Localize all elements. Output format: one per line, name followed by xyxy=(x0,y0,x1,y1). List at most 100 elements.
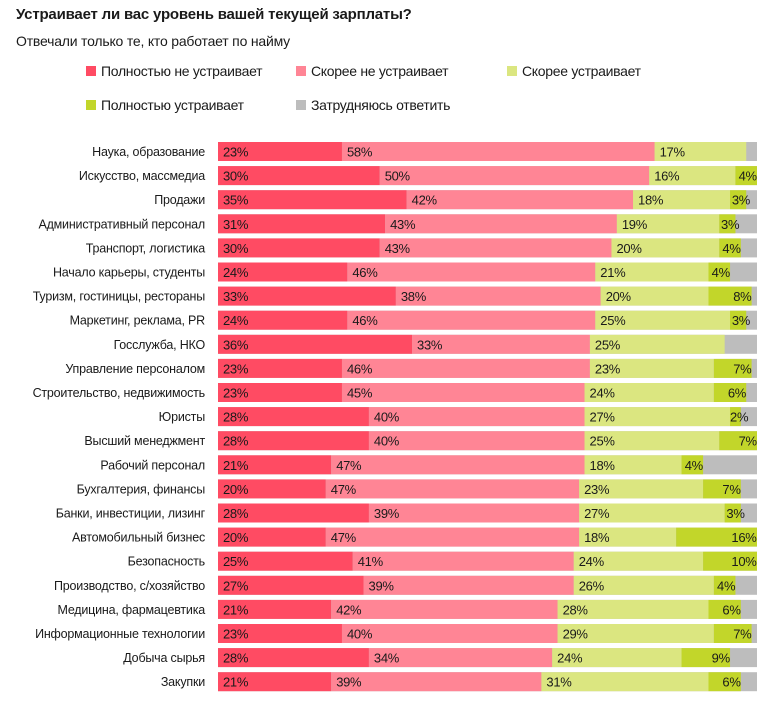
data-label: 45% xyxy=(347,386,373,401)
data-label: 28% xyxy=(223,434,249,449)
bar-segment-fully-satisfied xyxy=(735,166,757,186)
bar-segment-fully-dissatisfied xyxy=(218,310,348,330)
bar-segment-rather-dissatisfied xyxy=(352,551,574,571)
data-label: 39% xyxy=(336,675,362,690)
data-label: 16% xyxy=(731,530,757,545)
data-label: 4% xyxy=(685,458,704,473)
category-label: Медицина, фармацевтика xyxy=(57,603,205,617)
data-label: 20% xyxy=(223,482,249,497)
data-label: 30% xyxy=(223,241,249,256)
bar-segment-fully-dissatisfied xyxy=(218,334,413,354)
data-label: 39% xyxy=(374,506,400,521)
data-label: 3% xyxy=(732,313,751,328)
category-label: Закупки xyxy=(161,675,205,689)
data-label: 23% xyxy=(595,361,621,376)
bar-segment-rather-dissatisfied xyxy=(325,527,580,547)
data-label: 9% xyxy=(712,651,731,666)
data-label: 42% xyxy=(336,602,362,617)
category-label: Безопасность xyxy=(128,555,205,569)
bar-segment-rather-satisfied xyxy=(589,358,714,378)
bar-segment-fully-dissatisfied xyxy=(218,503,369,523)
bar-segment-fully-satisfied xyxy=(724,503,741,523)
data-label: 46% xyxy=(347,361,373,376)
data-label: 42% xyxy=(412,193,438,208)
data-label: 4% xyxy=(722,241,741,256)
bar-segment-rather-satisfied xyxy=(595,310,731,330)
data-label: 4% xyxy=(712,265,731,280)
bar-segment-fully-dissatisfied xyxy=(218,190,407,210)
bar-segment-fully-dissatisfied xyxy=(218,624,342,643)
data-label: 19% xyxy=(622,217,648,232)
bar-segment-rather-dissatisfied xyxy=(412,334,590,354)
bar-segment-rather-dissatisfied xyxy=(368,407,585,427)
data-label: 18% xyxy=(584,530,610,545)
bar-segment-rather-dissatisfied xyxy=(325,479,580,499)
bar-row: Закупки 21% 39% 31% 6% xyxy=(161,672,757,692)
data-label: 58% xyxy=(347,145,373,160)
bar-segment-rather-dissatisfied xyxy=(395,286,601,306)
bar-segment-rather-satisfied xyxy=(595,262,709,282)
data-label: 21% xyxy=(223,458,249,473)
bar-segment-rather-dissatisfied xyxy=(341,358,590,378)
bar-segment-rather-dissatisfied xyxy=(379,166,650,186)
data-label: 26% xyxy=(579,578,605,593)
bar-segment-rather-dissatisfied xyxy=(368,648,553,668)
data-label: 7% xyxy=(722,482,741,497)
legend-label: Скорее устраивает xyxy=(522,63,641,79)
legend: Полностью не устраивает Скорее не устраи… xyxy=(0,0,772,120)
data-label: 39% xyxy=(369,578,395,593)
bar-row: Искусство, массмедиа 30% 50% 16% 4% xyxy=(79,166,758,186)
bar-segment-fully-satisfied xyxy=(713,383,747,402)
data-label: 17% xyxy=(660,145,686,160)
bar-segment-fully-dissatisfied xyxy=(218,648,369,668)
legend-item-fully-dissatisfied: Полностью не устраивает xyxy=(86,63,263,79)
data-label: 33% xyxy=(417,337,443,352)
category-label: Рабочий персонал xyxy=(100,458,205,472)
bar-segment-fully-satisfied xyxy=(730,190,747,210)
category-label: Госслужба, НКО xyxy=(114,338,206,352)
category-label: Автомобильный бизнес xyxy=(72,531,205,545)
data-label: 25% xyxy=(590,434,616,449)
data-label: 21% xyxy=(600,265,626,280)
bar-segment-fully-dissatisfied xyxy=(218,214,386,234)
data-label: 24% xyxy=(590,386,616,401)
bar-row: Наука, образование 23% 58% 17% xyxy=(92,142,757,161)
bar-segment-rather-dissatisfied xyxy=(363,575,574,595)
bar-segment-fully-dissatisfied xyxy=(218,166,380,186)
bar-row: Производство, с/хозяйство 27% 39% 26% 4% xyxy=(54,575,757,595)
data-label: 24% xyxy=(223,265,249,280)
bar-segment-rather-dissatisfied xyxy=(341,383,585,402)
bar-segment-rather-satisfied xyxy=(573,551,704,571)
bar-segment-rather-dissatisfied xyxy=(406,190,634,210)
legend-swatch-rather-satisfied xyxy=(507,66,517,76)
category-label: Информационные технологии xyxy=(35,627,205,641)
data-label: 4% xyxy=(717,578,736,593)
data-label: 40% xyxy=(374,410,400,425)
bar-segment-fully-dissatisfied xyxy=(218,262,348,282)
bar-segment-rather-satisfied xyxy=(557,624,714,643)
data-label: 7% xyxy=(739,434,758,449)
data-label: 23% xyxy=(223,386,249,401)
data-label: 10% xyxy=(731,554,757,569)
bar-segment-rather-satisfied xyxy=(579,527,677,547)
bar-segment-rather-satisfied xyxy=(579,503,725,523)
bar-row: Рабочий персонал 21% 47% 18% 4% xyxy=(100,455,757,475)
data-label: 21% xyxy=(223,602,249,617)
data-label: 46% xyxy=(352,265,378,280)
bar-segment-rather-dissatisfied xyxy=(385,214,617,234)
legend-label: Скорее не устраивает xyxy=(311,63,449,79)
bar-segment-rather-satisfied xyxy=(589,334,725,354)
bar-segment-fully-dissatisfied xyxy=(218,455,332,475)
chart-subtitle: Отвечали только те, кто работает по найм… xyxy=(16,33,290,49)
bar-segment-fully-dissatisfied xyxy=(218,527,326,547)
data-label: 34% xyxy=(374,651,400,666)
data-label: 30% xyxy=(223,169,249,184)
bar-segment-rather-satisfied xyxy=(584,383,714,402)
bar-segment-rather-satisfied xyxy=(541,672,709,692)
category-label: Высший менеджмент xyxy=(84,434,205,448)
bar-segment-rather-dissatisfied xyxy=(368,503,580,523)
data-label: 47% xyxy=(331,530,357,545)
data-label: 23% xyxy=(223,361,249,376)
legend-item-rather-satisfied: Скорее устраивает xyxy=(507,63,641,79)
category-label: Продажи xyxy=(154,193,205,207)
